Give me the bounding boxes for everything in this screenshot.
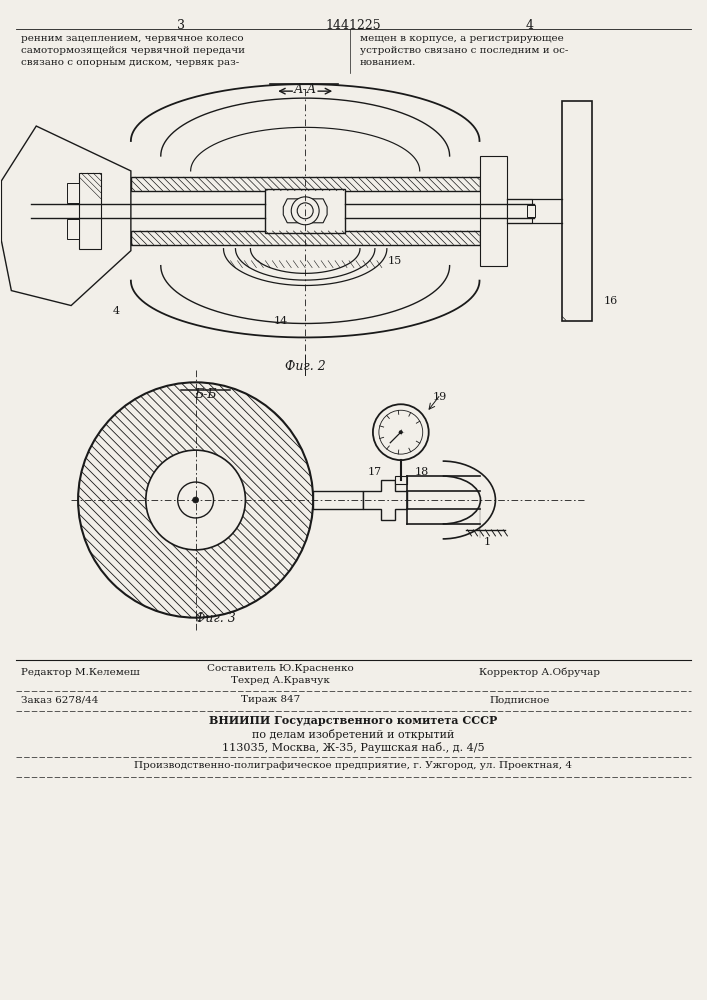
Text: 3: 3 bbox=[177, 19, 185, 32]
Circle shape bbox=[177, 482, 214, 518]
Text: Заказ 6278/44: Заказ 6278/44 bbox=[21, 695, 99, 704]
Polygon shape bbox=[363, 480, 407, 520]
Circle shape bbox=[399, 430, 403, 434]
Text: Подписное: Подписное bbox=[489, 695, 549, 704]
Text: Корректор А.Обручар: Корректор А.Обручар bbox=[479, 668, 600, 677]
Text: связано с опорным диском, червяк раз-: связано с опорным диском, червяк раз- bbox=[21, 58, 240, 67]
Bar bbox=[265, 189, 345, 233]
Bar bbox=[562, 101, 592, 320]
Text: Производственно-полиграфическое предприятие, г. Ужгород, ул. Проектная, 4: Производственно-полиграфическое предприя… bbox=[134, 761, 572, 770]
Text: Б-Б: Б-Б bbox=[194, 388, 217, 401]
Text: ренним зацеплением, червячное колесо: ренним зацеплением, червячное колесо bbox=[21, 34, 244, 43]
Text: мещен в корпусе, а регистрирующее: мещен в корпусе, а регистрирующее bbox=[360, 34, 563, 43]
Text: 113035, Москва, Ж-35, Раушская наб., д. 4/5: 113035, Москва, Ж-35, Раушская наб., д. … bbox=[222, 742, 484, 753]
Text: самотормозящейся червячной передачи: самотормозящейся червячной передачи bbox=[21, 46, 245, 55]
Bar bbox=[313, 491, 363, 509]
Text: Редактор М.Келемеш: Редактор М.Келемеш bbox=[21, 668, 140, 677]
Text: 1: 1 bbox=[484, 537, 491, 547]
Circle shape bbox=[78, 382, 313, 618]
Circle shape bbox=[373, 404, 428, 460]
Circle shape bbox=[291, 197, 319, 225]
Text: устройство связано с последним и ос-: устройство связано с последним и ос- bbox=[360, 46, 568, 55]
Text: ВНИИПИ Государственного комитета СССР: ВНИИПИ Государственного комитета СССР bbox=[209, 715, 497, 726]
Bar bbox=[527, 205, 535, 217]
Text: 17: 17 bbox=[368, 467, 382, 477]
Polygon shape bbox=[1, 126, 131, 306]
Text: Тираж 847: Тираж 847 bbox=[240, 695, 300, 704]
Text: Техред А.Кравчук: Техред А.Кравчук bbox=[231, 676, 329, 685]
Bar bbox=[131, 231, 479, 245]
Text: нованием.: нованием. bbox=[360, 58, 416, 67]
Bar bbox=[67, 183, 79, 203]
Bar bbox=[131, 177, 479, 191]
Text: 16: 16 bbox=[604, 296, 618, 306]
Circle shape bbox=[379, 410, 423, 454]
Text: по делам изобретений и открытий: по делам изобретений и открытий bbox=[252, 729, 454, 740]
Text: 15: 15 bbox=[387, 256, 402, 266]
Text: Фиг. 2: Фиг. 2 bbox=[285, 360, 325, 373]
Bar bbox=[508, 199, 532, 223]
Text: Фиг. 3: Фиг. 3 bbox=[195, 612, 236, 625]
Bar bbox=[395, 476, 407, 484]
Text: 19: 19 bbox=[433, 392, 447, 402]
Text: 4: 4 bbox=[525, 19, 533, 32]
Text: 18: 18 bbox=[415, 467, 429, 477]
Bar bbox=[67, 219, 79, 239]
Text: 4: 4 bbox=[112, 306, 119, 316]
Circle shape bbox=[146, 450, 245, 550]
Bar bbox=[479, 156, 508, 266]
Bar bbox=[79, 173, 101, 249]
Text: 14: 14 bbox=[273, 316, 288, 326]
Text: Составитель Ю.Красненко: Составитель Ю.Красненко bbox=[207, 664, 354, 673]
Polygon shape bbox=[284, 199, 327, 223]
Text: А-А: А-А bbox=[293, 83, 317, 96]
Text: 1441225: 1441225 bbox=[325, 19, 381, 32]
Circle shape bbox=[192, 497, 199, 503]
Circle shape bbox=[297, 203, 313, 219]
